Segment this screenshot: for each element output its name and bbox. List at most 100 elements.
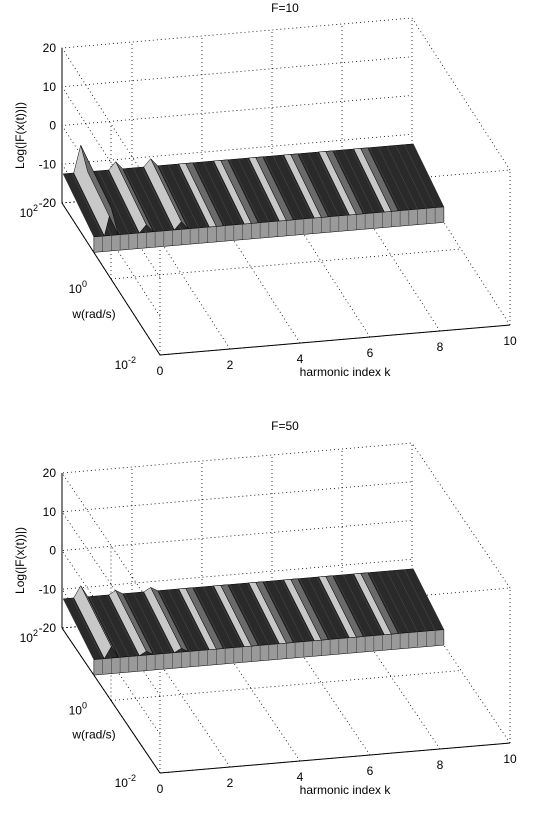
surface-mesh-line: [369, 147, 401, 211]
surface-mesh-line: [106, 170, 138, 234]
surface: [62, 568, 445, 676]
x-axis-line: [159, 742, 511, 774]
surface-mesh-line: [343, 149, 375, 213]
surface-peak: [325, 150, 364, 215]
surface-mesh-line: [176, 164, 208, 228]
z-tick-label: -10: [39, 582, 57, 596]
surface-peak: [220, 584, 259, 647]
surface-mesh-line: [369, 572, 401, 634]
y-tick-exp: 0: [82, 279, 87, 289]
surface-mesh-line: [238, 158, 270, 222]
surface-peak: [80, 585, 119, 658]
surface-mesh-line: [308, 152, 340, 216]
surface-mesh-line: [395, 570, 427, 632]
x-tick-label: 10: [503, 752, 517, 766]
surface-mesh-line: [316, 152, 348, 216]
surface-mesh-line: [98, 595, 130, 657]
surface-mesh-line: [404, 569, 436, 631]
surface-mesh-line: [194, 162, 226, 226]
y-tick-base: 10: [20, 206, 34, 220]
y-tick-base: 10: [69, 282, 83, 296]
surface-mesh-line: [229, 584, 261, 646]
surface-mesh-line: [141, 591, 173, 653]
y-tick-label: 102: [20, 203, 38, 220]
surface-peak: [360, 147, 399, 212]
y-tick-base: 10: [20, 631, 34, 645]
surface-mesh-line: [194, 587, 226, 649]
surface-mesh-line: [308, 577, 340, 639]
surface-mesh-line: [404, 144, 436, 208]
z-axis-label: Log(|F(x(t))|): [13, 527, 27, 594]
surface-peak: [115, 161, 154, 232]
surface-mesh-line: [133, 592, 165, 654]
surface-peak: [150, 586, 189, 653]
surface-mesh-line: [168, 164, 200, 228]
x-tick-label: 2: [227, 776, 234, 790]
surface-peak: [220, 159, 259, 224]
x-tick-label: 2: [227, 358, 234, 372]
x-tick-label: 4: [297, 352, 304, 366]
y-tick-label: 10-2: [115, 355, 136, 372]
z-tick-label: -20: [39, 621, 57, 635]
surface-mesh-line: [351, 149, 383, 213]
surface-mesh-line: [63, 173, 95, 237]
y-tick-label: 100: [69, 701, 87, 718]
x-tick-label: 6: [367, 346, 374, 360]
y-tick-exp: -2: [128, 355, 136, 365]
surface-mesh-line: [334, 575, 366, 637]
y-tick-label: 10-2: [115, 773, 136, 790]
surface-mesh-line: [299, 578, 331, 640]
surface-mesh-line: [89, 596, 121, 658]
x-tick-label: 8: [437, 340, 444, 354]
surface-mesh-line: [141, 167, 173, 231]
z-axis-label: Log(|F(x(t))|): [13, 102, 27, 169]
surface-peak: [325, 575, 364, 638]
surface-mesh-line: [98, 170, 130, 234]
surface-mesh-line: [281, 155, 313, 219]
chart-title: F=10: [271, 1, 299, 15]
surface-mesh-line: [264, 156, 296, 220]
box-edge: [411, 17, 511, 171]
box-edge: [159, 169, 511, 201]
surface-mesh-line: [229, 159, 261, 223]
surface-mesh-line: [246, 158, 278, 222]
surface-mesh-line: [238, 583, 270, 645]
surface-mesh-line: [343, 574, 375, 636]
z-tick-label: -10: [39, 157, 57, 171]
surface-mesh-line: [351, 573, 383, 635]
y-tick-label: 102: [20, 628, 38, 645]
surface-mesh-line: [273, 580, 305, 642]
surface-peak: [255, 156, 294, 221]
axes: [61, 48, 511, 356]
surface-peak: [185, 587, 224, 650]
x-tick-label: 8: [437, 758, 444, 772]
z-tick-label: 10: [43, 80, 57, 94]
x-tick-label: 4: [297, 770, 304, 784]
y-tick-base: 10: [115, 358, 129, 372]
surface-peak: [150, 158, 189, 229]
surface-mesh-line: [334, 150, 366, 214]
surface-mesh-line: [281, 579, 313, 641]
x-tick-label: 10: [503, 334, 517, 348]
y-tick-base: 10: [115, 776, 129, 790]
z-tick-label: 10: [43, 505, 57, 519]
surface-mesh-line: [71, 597, 103, 659]
surface-mesh-line: [395, 145, 427, 209]
y-axis-line: [61, 202, 161, 356]
surface-peak: [185, 162, 224, 227]
surface-mesh-line: [386, 570, 418, 632]
y-tick-base: 10: [69, 704, 83, 718]
surface-mesh-line: [246, 582, 278, 644]
surface-mesh-line: [203, 586, 235, 648]
surface-mesh-line: [133, 167, 165, 231]
x-axis-label: harmonic index k: [300, 365, 392, 379]
surface-mesh-line: [273, 155, 305, 219]
z-tick-label: 0: [49, 119, 56, 133]
surface-peak: [80, 145, 119, 235]
z-tick-label: 20: [43, 41, 57, 55]
box-edge: [411, 442, 511, 589]
